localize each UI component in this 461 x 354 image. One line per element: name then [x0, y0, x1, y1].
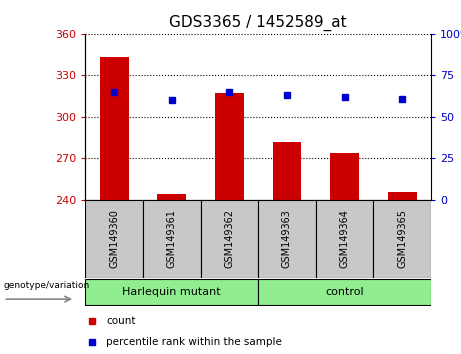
Bar — [85, 200, 143, 278]
Text: GSM149361: GSM149361 — [167, 210, 177, 268]
Text: GSM149365: GSM149365 — [397, 210, 407, 268]
Bar — [388, 192, 417, 200]
Bar — [258, 200, 316, 278]
Bar — [215, 93, 244, 200]
Bar — [157, 194, 186, 200]
Bar — [258, 279, 431, 305]
Bar — [316, 200, 373, 278]
Bar — [85, 279, 258, 305]
Text: GSM149360: GSM149360 — [109, 210, 119, 268]
Bar — [373, 200, 431, 278]
Text: percentile rank within the sample: percentile rank within the sample — [106, 337, 282, 347]
Bar — [272, 142, 301, 200]
Text: genotype/variation: genotype/variation — [3, 281, 89, 290]
Text: control: control — [325, 287, 364, 297]
Bar — [143, 200, 201, 278]
Text: count: count — [106, 316, 136, 326]
Text: GSM149364: GSM149364 — [340, 210, 349, 268]
Text: Harlequin mutant: Harlequin mutant — [123, 287, 221, 297]
Bar — [330, 153, 359, 200]
Bar — [100, 57, 129, 200]
Text: GSM149362: GSM149362 — [225, 210, 234, 268]
Text: GSM149363: GSM149363 — [282, 210, 292, 268]
Title: GDS3365 / 1452589_at: GDS3365 / 1452589_at — [169, 15, 347, 31]
Bar — [201, 200, 258, 278]
